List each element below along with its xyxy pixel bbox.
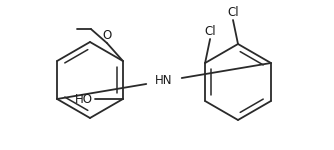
Text: Cl: Cl	[204, 25, 216, 38]
Text: Cl: Cl	[227, 6, 239, 19]
Text: HO: HO	[75, 93, 93, 105]
Text: O: O	[102, 29, 112, 42]
Text: HN: HN	[155, 75, 173, 87]
